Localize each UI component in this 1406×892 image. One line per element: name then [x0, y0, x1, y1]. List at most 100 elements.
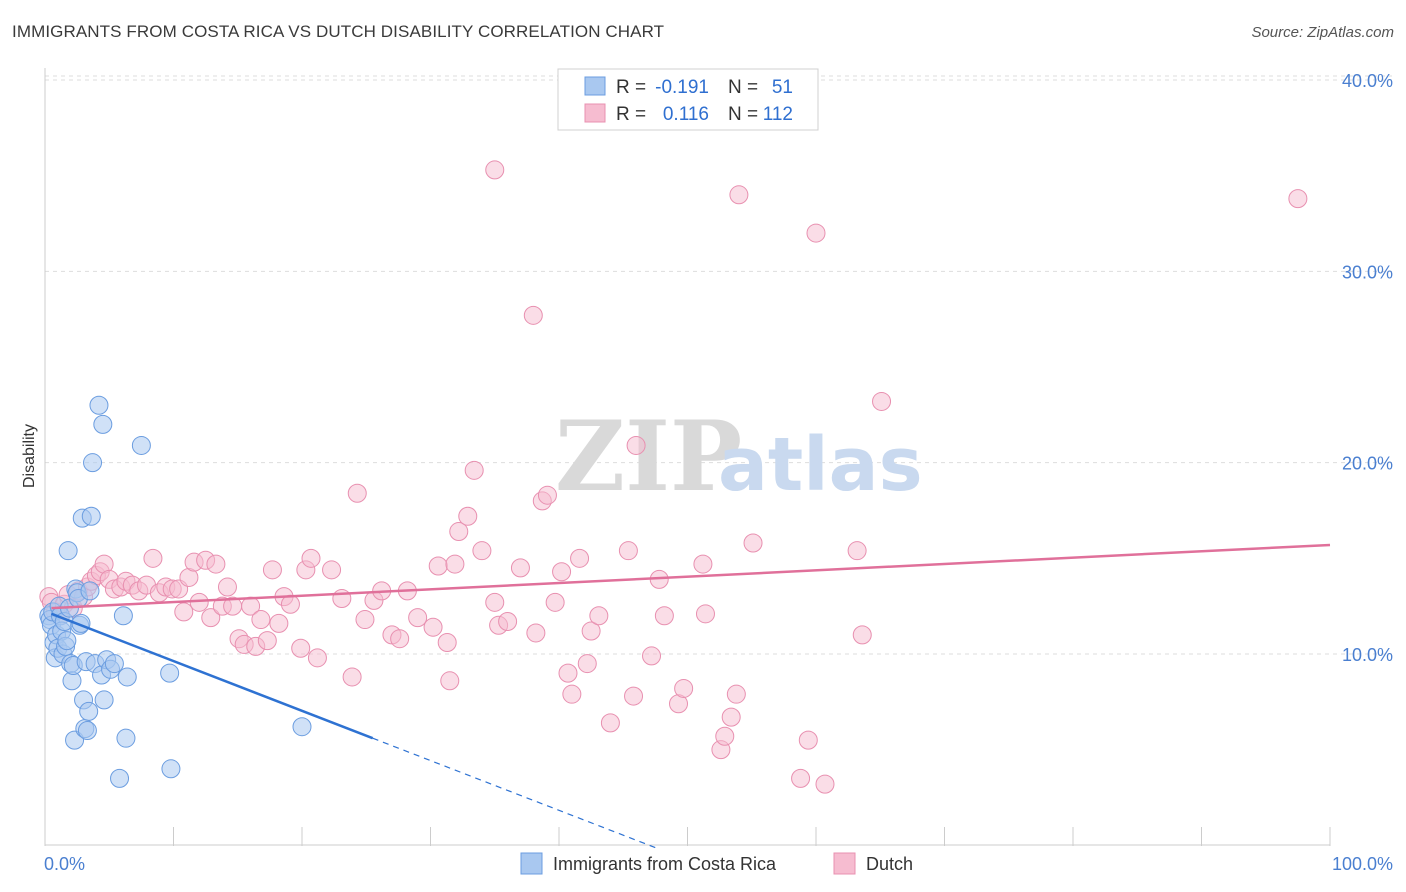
- dutch-point: [347, 483, 367, 503]
- dutch-point: [449, 522, 469, 542]
- watermark-atlas: atlas: [718, 422, 923, 508]
- legend-r-value-2: 0.116: [663, 104, 709, 125]
- costa-rica-trend-line: [50, 612, 374, 740]
- dutch-point: [589, 606, 609, 626]
- trend-lines: [50, 543, 1331, 849]
- y-axis-label: Disability: [21, 424, 38, 488]
- costa-rica-point: [94, 690, 114, 710]
- series-label-dutch: Dutch: [866, 854, 913, 874]
- costa-rica-point: [83, 453, 103, 473]
- series-label-costa-rica: Immigrants from Costa Rica: [553, 854, 777, 874]
- legend-n-value-1: 51: [772, 77, 793, 98]
- source-label: Source: ZipAtlas.com: [1251, 24, 1394, 41]
- dutch-point: [269, 613, 289, 633]
- dutch-point: [485, 592, 505, 612]
- legend-n-label-2: N =: [728, 104, 758, 125]
- costa-rica-point: [160, 663, 180, 683]
- series-legend: Immigrants from Costa Rica Dutch: [520, 852, 913, 875]
- dutch-point: [577, 654, 597, 674]
- dutch-point: [624, 686, 644, 706]
- dutch-point: [618, 541, 638, 561]
- costa-rica-points: [39, 395, 312, 788]
- dutch-point: [390, 629, 410, 649]
- costa-rica-point: [80, 581, 100, 601]
- dutch-point: [301, 548, 321, 568]
- dutch-point: [437, 633, 457, 653]
- x-tick-label-max: 100.0%: [1332, 854, 1393, 874]
- dutch-point: [510, 558, 530, 578]
- y-tick-label: 40.0%: [1342, 71, 1393, 91]
- costa-rica-point: [79, 701, 99, 721]
- legend-r-label-1: R =: [616, 77, 646, 98]
- costa-rica-trend-extension: [372, 737, 656, 849]
- dutch-point: [445, 554, 465, 574]
- dutch-point: [201, 608, 221, 628]
- dutch-point: [485, 160, 505, 180]
- dutch-point: [791, 768, 811, 788]
- watermark: ZIP atlas: [555, 400, 923, 513]
- dutch-point: [217, 577, 237, 597]
- costa-rica-point: [89, 395, 109, 415]
- costa-rica-point: [113, 606, 133, 626]
- dutch-point: [143, 548, 163, 568]
- chart-title: IMMIGRANTS FROM COSTA RICA VS DUTCH DISA…: [12, 22, 665, 41]
- series-swatch-costa-rica: [520, 852, 543, 875]
- dutch-point: [695, 604, 715, 624]
- dutch-trend-line: [51, 543, 1331, 610]
- dutch-point: [257, 631, 277, 651]
- dutch-point: [545, 592, 565, 612]
- costa-rica-point: [93, 414, 113, 434]
- dutch-point: [537, 485, 557, 505]
- dutch-point: [729, 185, 749, 205]
- dutch-point: [342, 667, 362, 687]
- y-tick-label: 20.0%: [1342, 454, 1393, 474]
- costa-rica-point: [104, 654, 124, 674]
- dutch-point: [815, 774, 835, 794]
- dutch-point: [262, 560, 282, 580]
- dutch-point: [1288, 189, 1308, 209]
- legend-r-value-1: -0.191: [655, 77, 709, 98]
- y-tick-label: 10.0%: [1342, 645, 1393, 665]
- dutch-point: [743, 533, 763, 553]
- dutch-point: [721, 707, 741, 727]
- legend-r-label-2: R =: [616, 104, 646, 125]
- costa-rica-point: [292, 717, 312, 737]
- dutch-point: [307, 648, 327, 668]
- y-tick-labels: 10.0% 20.0% 30.0% 40.0%: [1342, 71, 1393, 665]
- dutch-point: [428, 556, 448, 576]
- correlation-legend: R = -0.191 N = 51 R = 0.116 N = 112: [557, 68, 819, 131]
- dutch-point: [291, 638, 311, 658]
- costa-rica-point: [58, 541, 78, 561]
- dutch-point: [355, 610, 375, 630]
- costa-rica-point: [110, 768, 130, 788]
- dutch-point: [440, 671, 460, 691]
- dutch-point: [552, 562, 572, 582]
- costa-rica-point: [57, 631, 77, 651]
- dutch-point: [523, 305, 543, 325]
- dutch-point: [174, 602, 194, 622]
- dutch-point: [626, 435, 646, 455]
- dutch-point: [642, 646, 662, 666]
- x-tick-labels: 0.0% 100.0%: [44, 854, 1393, 874]
- dutch-point: [654, 606, 674, 626]
- dutch-point: [562, 684, 582, 704]
- costa-rica-point: [77, 721, 97, 741]
- dutch-point: [872, 391, 892, 411]
- x-tick-label-min: 0.0%: [44, 854, 85, 874]
- dutch-point: [322, 560, 342, 580]
- legend-n-value-2: 112: [763, 104, 793, 125]
- legend-swatch-pink: [584, 103, 606, 123]
- dutch-point: [852, 625, 872, 645]
- dutch-point: [526, 623, 546, 643]
- dutch-point: [581, 621, 601, 641]
- costa-rica-point: [117, 667, 137, 687]
- dutch-point: [280, 594, 300, 614]
- grid-lines: [45, 75, 1392, 655]
- dutch-point: [423, 617, 443, 637]
- dutch-point: [558, 663, 578, 683]
- dutch-point: [570, 548, 590, 568]
- series-swatch-dutch: [833, 852, 856, 875]
- costa-rica-point: [161, 759, 181, 779]
- dutch-point: [847, 541, 867, 561]
